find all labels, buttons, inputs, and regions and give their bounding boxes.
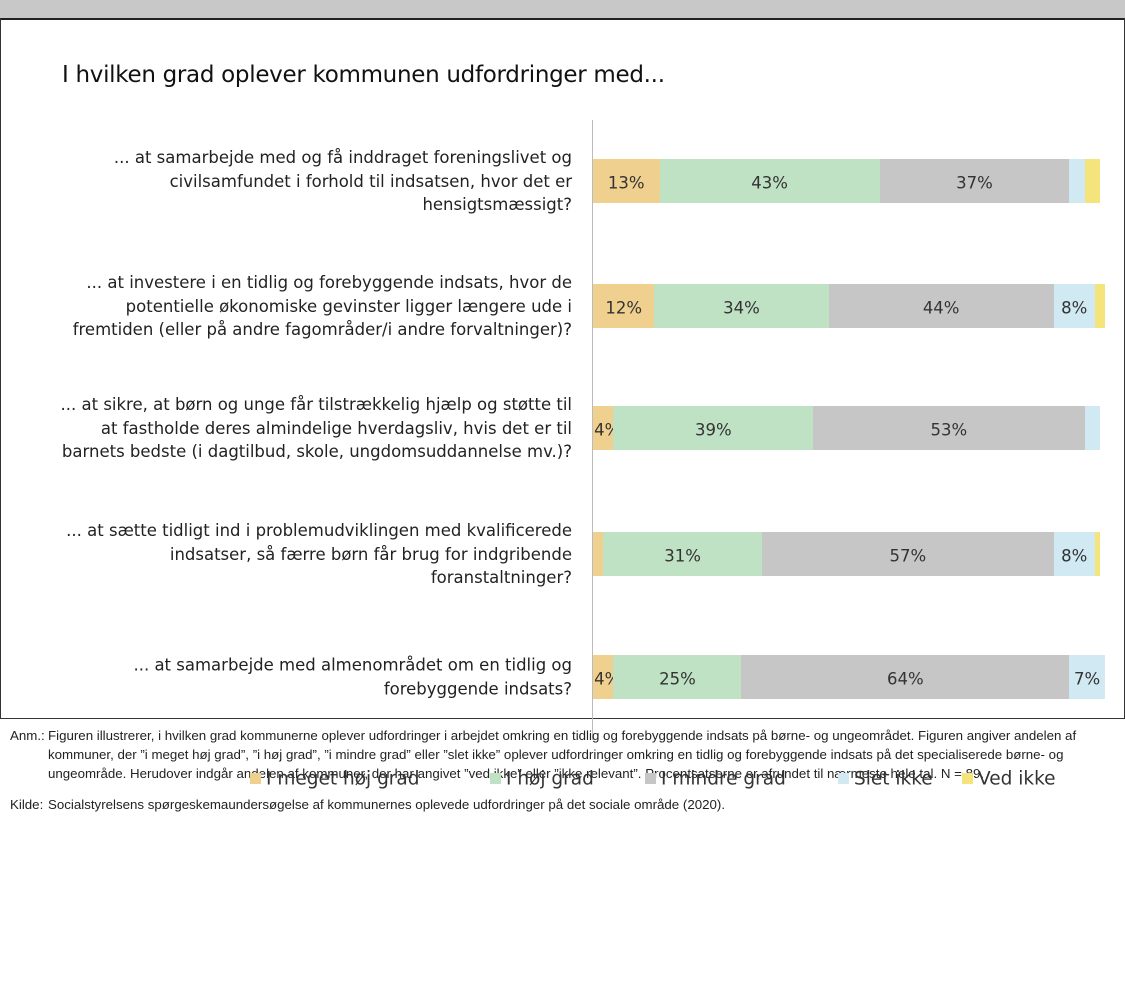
value-label: 37% (956, 173, 993, 193)
legend-swatch (838, 773, 849, 784)
value-label: 8% (1061, 298, 1088, 318)
bar-segment (659, 159, 880, 203)
value-label: 43% (751, 173, 788, 193)
bar-segment (1084, 159, 1100, 203)
bar-segment (654, 284, 829, 328)
value-label: 12% (605, 298, 643, 318)
category-label: ... at investere i en tidlig og forebygg… (72, 272, 572, 339)
category-label: ... at samarbejde med og få inddraget fo… (113, 147, 572, 214)
bar-segment (1069, 655, 1105, 699)
bar-segment (1094, 284, 1105, 328)
legend-label: I mindre grad (661, 768, 786, 790)
note-text: Figuren illustrerer, i hvilken grad komm… (48, 728, 1077, 781)
bar-segment (1053, 284, 1095, 328)
bar-segment (1094, 532, 1100, 576)
category-label: ... at sætte tidligt ind i problemudvikl… (66, 520, 572, 587)
value-label: 8% (1061, 546, 1088, 566)
value-label: 13% (607, 173, 645, 193)
bar-segment (828, 284, 1054, 328)
note-label: Anm.: (10, 728, 45, 743)
bar-segment (813, 406, 1085, 450)
source-text: Socialstyrelsens spørgeskemaundersøgelse… (48, 797, 726, 812)
value-label: 31% (664, 546, 701, 566)
bar-segment (761, 532, 1054, 576)
bar-segment (603, 532, 762, 576)
header-band (0, 0, 1125, 20)
legend-swatch (490, 773, 501, 784)
bar-segment (1069, 159, 1085, 203)
value-label: 25% (659, 669, 696, 689)
value-label: 34% (723, 298, 760, 318)
bar-segment (741, 655, 1070, 699)
legend-swatch (645, 773, 656, 784)
value-label: 57% (889, 546, 927, 566)
value-label: 44% (922, 298, 960, 318)
bar-segment (879, 159, 1070, 203)
legend-label: I meget høj grad (266, 768, 420, 790)
bar-segment (593, 532, 604, 576)
source-label: Kilde: (10, 797, 44, 812)
bar-segment (593, 284, 655, 328)
bar-segment (1053, 532, 1095, 576)
legend-swatch (962, 773, 973, 784)
value-label: 39% (694, 420, 732, 440)
bar-segment (613, 655, 742, 699)
bar-segment (613, 406, 814, 450)
chart-title: I hvilken grad oplever kommunen udfordri… (62, 62, 665, 88)
value-label: 7% (1073, 669, 1101, 689)
figure-frame (0, 18, 1125, 719)
legend-label: Ved ikke (978, 768, 1056, 790)
bar-segment (1084, 406, 1100, 450)
bar-segment (593, 159, 660, 203)
bar-segment (593, 406, 614, 450)
category-label: ... at sikre, at børn og unge får tilstr… (60, 394, 572, 461)
value-label: 53% (930, 420, 968, 440)
legend-swatch (250, 773, 261, 784)
value-label: 64% (886, 669, 924, 689)
category-label: ... at samarbejde med almenområdet om en… (133, 655, 572, 699)
bar-segment (593, 655, 614, 699)
legend-label: I høj grad (506, 768, 594, 790)
legend-label: Slet ikke (854, 768, 933, 790)
axis-line (592, 120, 593, 740)
